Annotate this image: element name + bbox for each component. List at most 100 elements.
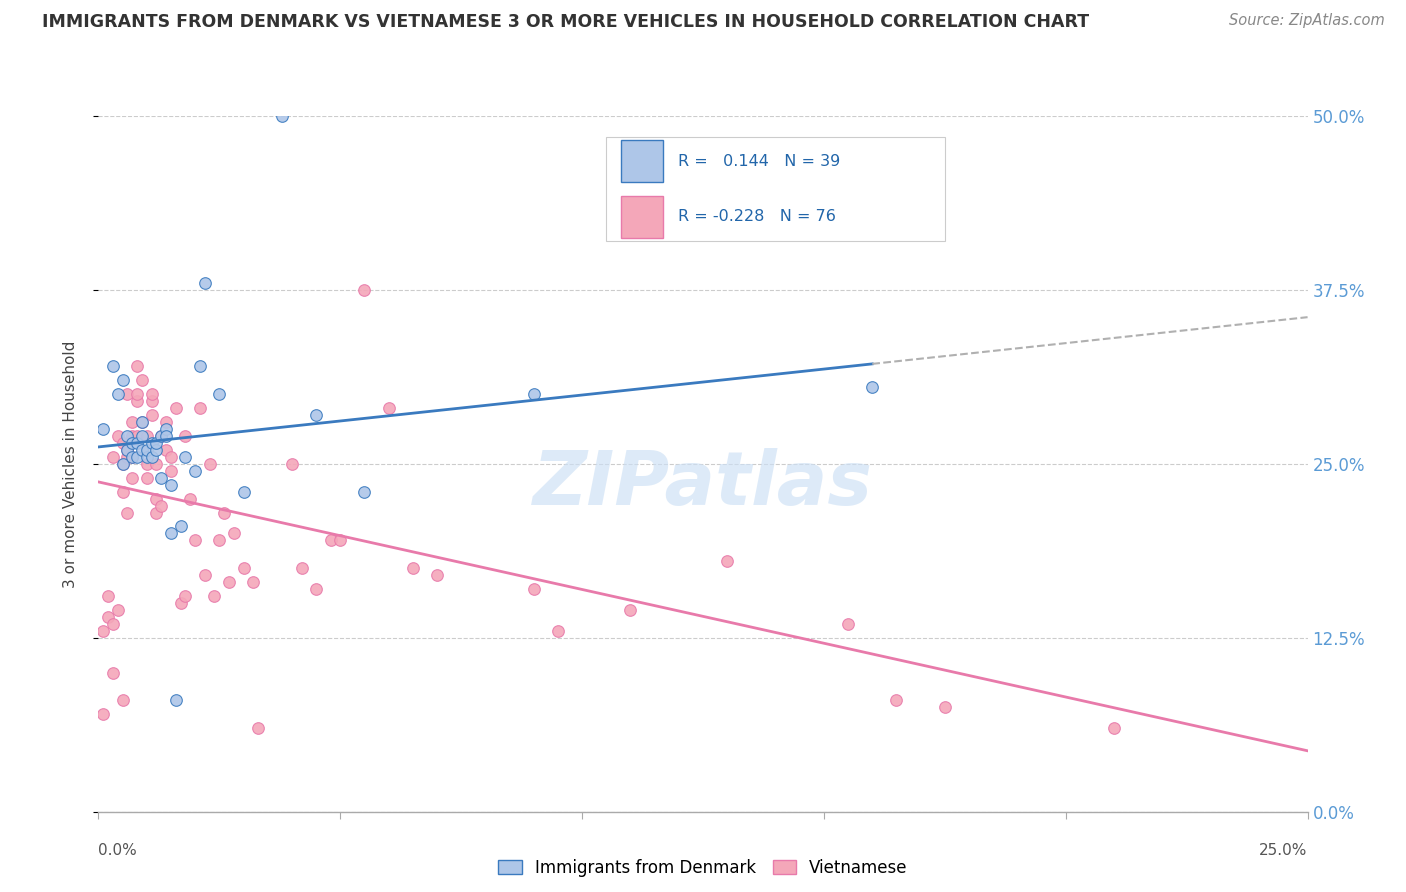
Point	[111, 457, 134, 471]
Point	[150, 499, 173, 513]
Point	[127, 387, 149, 401]
Point	[165, 401, 187, 416]
Point	[107, 387, 129, 401]
Point	[135, 471, 157, 485]
Text: 25.0%: 25.0%	[1260, 843, 1308, 858]
Point	[716, 554, 738, 568]
Point	[141, 394, 163, 409]
Point	[131, 429, 153, 443]
Point	[619, 603, 641, 617]
Point	[121, 415, 143, 429]
Point	[547, 624, 569, 638]
Point	[305, 408, 328, 422]
Point	[886, 693, 908, 707]
Text: R =   0.144   N = 39: R = 0.144 N = 39	[678, 153, 839, 169]
Point	[160, 526, 183, 541]
Point	[426, 568, 449, 582]
Point	[117, 387, 139, 401]
Point	[145, 436, 167, 450]
Point	[271, 109, 294, 123]
Point	[184, 464, 207, 478]
Point	[160, 464, 183, 478]
FancyBboxPatch shape	[606, 136, 945, 241]
Text: IMMIGRANTS FROM DENMARK VS VIETNAMESE 3 OR MORE VEHICLES IN HOUSEHOLD CORRELATIO: IMMIGRANTS FROM DENMARK VS VIETNAMESE 3 …	[42, 13, 1090, 31]
Point	[232, 484, 254, 499]
Text: R = -0.228   N = 76: R = -0.228 N = 76	[678, 210, 835, 225]
Point	[117, 442, 139, 457]
Point	[121, 450, 143, 464]
Point	[402, 561, 425, 575]
Point	[141, 387, 163, 401]
Point	[145, 457, 167, 471]
Point	[934, 700, 956, 714]
Text: 0.0%: 0.0%	[98, 843, 138, 858]
Point	[141, 408, 163, 422]
Point	[127, 429, 149, 443]
Point	[127, 450, 149, 464]
Point	[353, 484, 375, 499]
Point	[121, 471, 143, 485]
Point	[135, 442, 157, 457]
Point	[232, 561, 254, 575]
Point	[281, 457, 304, 471]
Point	[135, 450, 157, 464]
Point	[160, 477, 183, 491]
FancyBboxPatch shape	[621, 140, 664, 182]
Point	[860, 380, 883, 394]
Point	[319, 533, 342, 548]
Point	[194, 568, 217, 582]
Point	[150, 429, 173, 443]
Point	[91, 624, 114, 638]
Point	[117, 506, 139, 520]
Point	[141, 450, 163, 464]
Point	[131, 415, 153, 429]
Point	[184, 533, 207, 548]
Point	[131, 415, 153, 429]
Point	[160, 450, 183, 464]
Point	[111, 484, 134, 499]
Point	[523, 387, 546, 401]
Point	[329, 533, 352, 548]
Point	[111, 373, 134, 387]
Point	[169, 519, 191, 533]
Point	[101, 359, 124, 374]
Point	[150, 471, 173, 485]
Point	[91, 707, 114, 722]
Point	[131, 442, 153, 457]
Point	[179, 491, 201, 506]
Point	[174, 429, 197, 443]
Text: Source: ZipAtlas.com: Source: ZipAtlas.com	[1229, 13, 1385, 29]
Point	[155, 422, 177, 436]
Point	[117, 450, 139, 464]
Point	[247, 721, 270, 735]
Point	[135, 429, 157, 443]
Point	[127, 359, 149, 374]
Point	[174, 589, 197, 603]
Point	[169, 596, 191, 610]
Point	[107, 429, 129, 443]
FancyBboxPatch shape	[621, 196, 664, 238]
Point	[91, 422, 114, 436]
Y-axis label: 3 or more Vehicles in Household: 3 or more Vehicles in Household	[63, 340, 77, 588]
Point	[127, 394, 149, 409]
Point	[188, 359, 211, 374]
Point	[101, 665, 124, 680]
Point	[242, 575, 264, 590]
Point	[135, 457, 157, 471]
Point	[97, 610, 120, 624]
Point	[523, 582, 546, 596]
Text: ZIPatlas: ZIPatlas	[533, 448, 873, 521]
Point	[204, 589, 226, 603]
Point	[218, 575, 240, 590]
Point	[107, 603, 129, 617]
Point	[111, 436, 134, 450]
Point	[150, 429, 173, 443]
Point	[111, 693, 134, 707]
Point	[377, 401, 399, 416]
Point	[111, 457, 134, 471]
Point	[121, 450, 143, 464]
Point	[212, 506, 235, 520]
Point	[194, 276, 217, 290]
Point	[121, 436, 143, 450]
Point	[127, 436, 149, 450]
